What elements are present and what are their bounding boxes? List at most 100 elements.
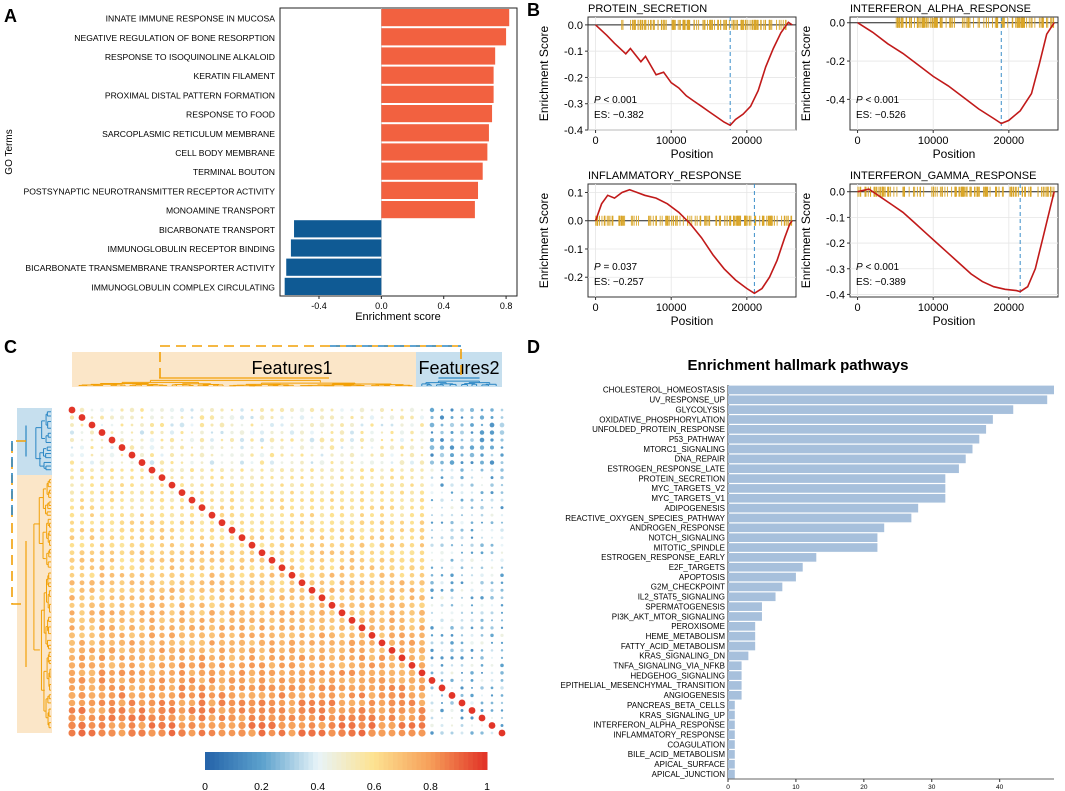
correlation-dot: [90, 445, 94, 450]
correlation-dot: [68, 677, 76, 684]
correlation-dot: [430, 491, 434, 495]
correlation-dot: [210, 423, 214, 427]
correlation-dot: [199, 587, 205, 593]
correlation-dot: [79, 587, 85, 593]
correlation-dot: [270, 468, 274, 473]
correlation-dot: [109, 587, 115, 593]
correlation-dot: [150, 453, 154, 458]
correlation-dot: [278, 721, 286, 730]
correlation-dot: [430, 731, 434, 735]
category-label: APICAL_JUNCTION: [652, 770, 726, 779]
correlation-dot: [309, 527, 315, 533]
correlation-dot: [298, 669, 306, 677]
correlation-dot: [440, 641, 444, 645]
correlation-dot: [369, 595, 375, 601]
category-label: ANGIOGENESIS: [664, 691, 725, 700]
correlation-dot: [280, 475, 284, 480]
correlation-dot: [119, 542, 125, 548]
correlation-dot: [250, 438, 254, 442]
correlation-dot: [350, 408, 354, 412]
correlation-dot: [239, 632, 245, 639]
correlation-dot: [480, 408, 484, 412]
correlation-dot: [98, 429, 106, 436]
correlation-dot: [490, 536, 494, 539]
correlation-dot: [389, 602, 395, 609]
correlation-dot: [129, 587, 135, 593]
correlation-dot: [440, 716, 444, 720]
correlation-dot: [430, 415, 434, 420]
correlation-dot: [299, 595, 305, 601]
correlation-dot: [279, 617, 285, 623]
bar: [728, 740, 735, 749]
correlation-dot: [79, 557, 85, 563]
correlation-dot: [439, 445, 445, 450]
correlation-dot: [210, 453, 214, 457]
correlation-dot: [329, 505, 335, 510]
panel-label-b: B: [527, 0, 540, 20]
correlation-dot: [269, 625, 275, 631]
correlation-dot: [359, 580, 365, 586]
correlation-dot: [339, 595, 345, 601]
correlation-dot: [128, 647, 136, 654]
correlation-dot: [500, 506, 504, 510]
correlation-dot: [400, 453, 404, 457]
correlation-dot: [199, 617, 205, 623]
correlation-dot: [309, 602, 315, 608]
correlation-dot: [380, 498, 384, 503]
correlation-dot: [490, 491, 494, 495]
correlation-dot: [359, 565, 365, 571]
correlation-dot: [189, 587, 195, 593]
correlation-dot: [90, 520, 94, 525]
correlation-dot: [90, 490, 94, 495]
correlation-dot: [260, 408, 264, 412]
bar: [728, 592, 776, 602]
correlation-dot: [150, 483, 154, 487]
correlation-dot: [219, 610, 225, 616]
correlation-dot: [398, 714, 406, 722]
correlation-dot: [178, 662, 186, 669]
correlation-dot: [270, 513, 274, 518]
correlation-dot: [118, 647, 126, 654]
correlation-dot: [229, 609, 235, 616]
plot-frame: [279, 7, 518, 297]
correlation-dot: [108, 647, 116, 654]
correlation-dot: [219, 565, 225, 571]
correlation-dot: [319, 460, 325, 465]
correlation-dot: [179, 565, 185, 571]
correlation-dot: [80, 520, 84, 525]
correlation-dot: [419, 520, 425, 525]
correlation-dot: [480, 483, 484, 487]
correlation-dot: [419, 535, 425, 540]
plot-title: PROTEIN_SECRETION: [588, 3, 707, 15]
correlation-dot: [228, 692, 236, 699]
correlation-dot: [309, 624, 315, 631]
correlation-dot: [470, 558, 474, 562]
bar: [294, 220, 382, 238]
correlation-dot: [440, 408, 444, 412]
correlation-dot: [128, 451, 136, 459]
correlation-dot: [339, 624, 345, 631]
correlation-dot: [270, 490, 274, 495]
correlation-dot: [69, 565, 75, 571]
correlation-dot: [299, 565, 305, 571]
correlation-dot: [288, 721, 296, 730]
correlation-dot: [330, 461, 334, 465]
correlation-dot: [440, 536, 444, 540]
correlation-dot: [69, 505, 75, 510]
correlation-dot: [299, 572, 305, 578]
correlation-dot: [239, 609, 245, 616]
correlation-dot: [269, 565, 275, 571]
correlation-dot: [390, 498, 394, 503]
colorbar-segment: [313, 752, 319, 770]
correlation-dot: [239, 572, 245, 578]
correlation-dot: [430, 641, 434, 645]
correlation-dot: [99, 407, 105, 413]
category-label: INTERFERON_ALPHA_RESPONSE: [593, 721, 725, 730]
correlation-dot: [490, 701, 494, 705]
correlation-dot: [440, 438, 444, 442]
correlation-dot: [289, 557, 295, 563]
correlation-dot: [98, 722, 106, 729]
correlation-dot: [149, 587, 155, 593]
correlation-dot: [400, 468, 404, 472]
correlation-dot: [240, 498, 244, 503]
